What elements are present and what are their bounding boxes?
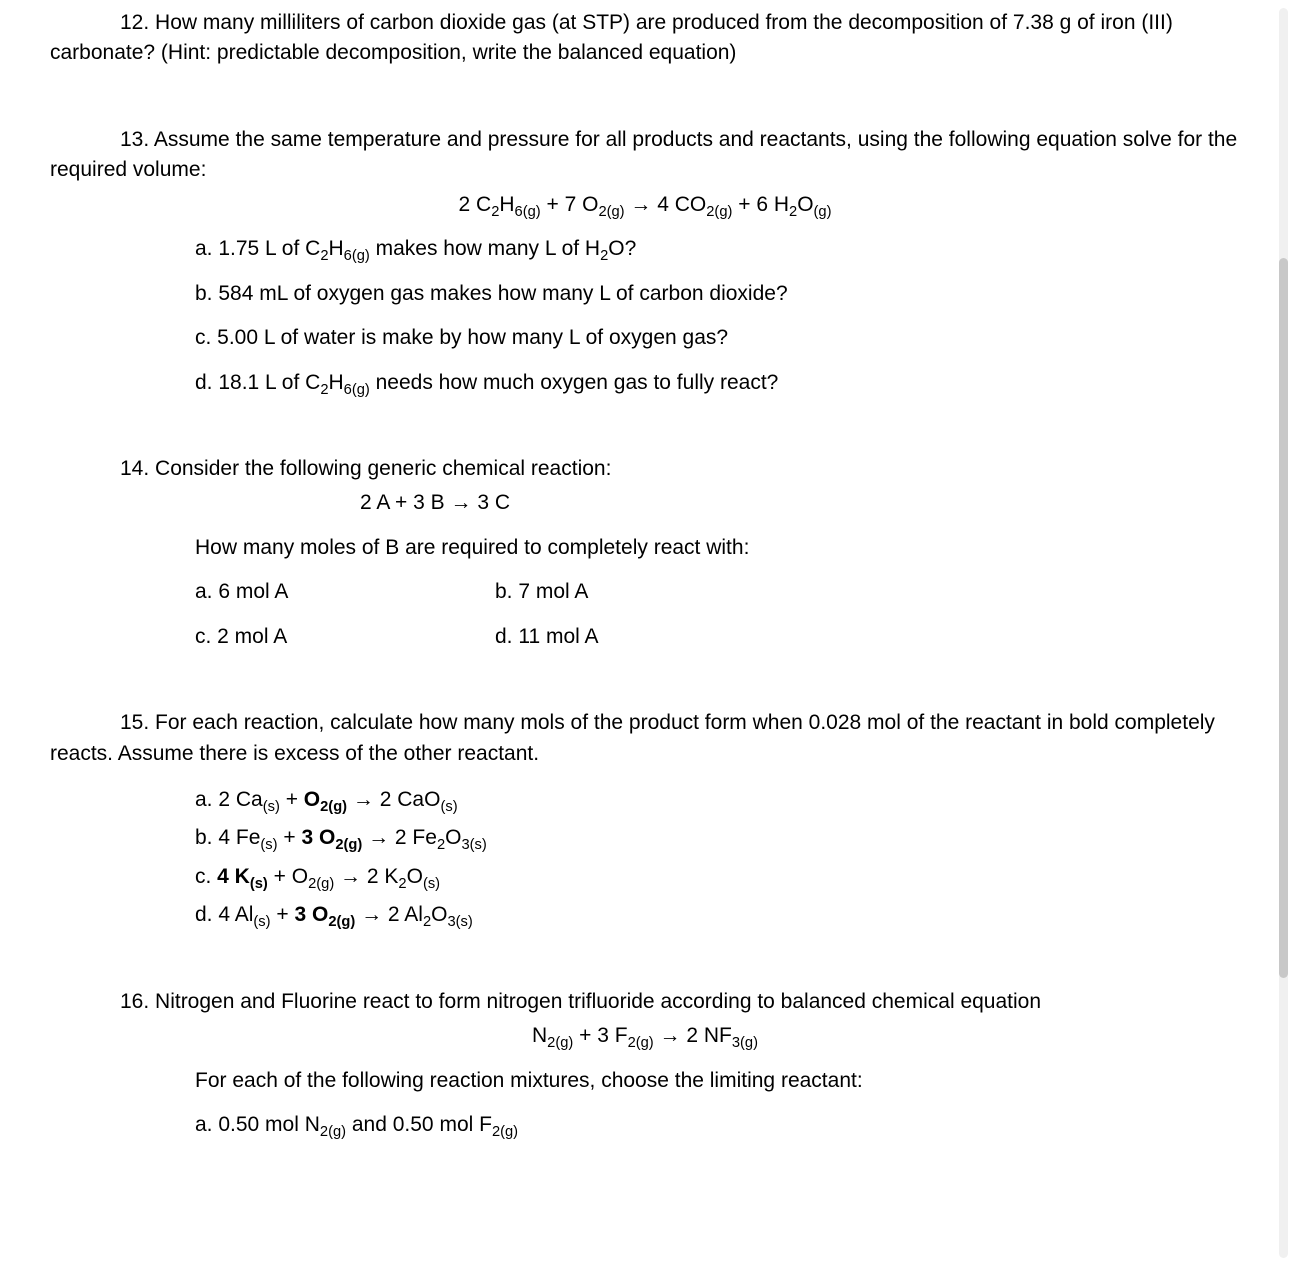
question-13-intro: 13. Assume the same temperature and pres… [50, 125, 1240, 186]
question-16-a: a. 0.50 mol N2(g) and 0.50 mol F2(g) [195, 1110, 1240, 1140]
question-16-intro: 16. Nitrogen and Fluorine react to form … [50, 987, 1240, 1017]
question-14-d: d. 11 mol A [495, 622, 599, 652]
scrollbar-thumb[interactable] [1279, 258, 1288, 978]
question-14-prompt: How many moles of B are required to comp… [195, 533, 1240, 563]
question-14-a: a. 6 mol A [195, 577, 495, 607]
question-14-intro: 14. Consider the following generic chemi… [50, 454, 1240, 484]
question-13-c: c. 5.00 L of water is make by how many L… [195, 323, 1240, 353]
question-15-c: c. 4 K(s) + O2(g) → 2 K2O(s) [195, 862, 1240, 892]
question-13-d: d. 18.1 L of C2H6(g) needs how much oxyg… [195, 368, 1240, 398]
question-15-intro: 15. For each reaction, calculate how man… [50, 708, 1240, 769]
question-13-equation: 2 C2H6(g) + 7 O2(g) → 4 CO2(g) + 6 H2O(g… [50, 190, 1240, 220]
question-14-equation: 2 A + 3 B → 3 C [360, 488, 1240, 518]
question-14-row2: c. 2 mol A d. 11 mol A [195, 622, 1240, 652]
question-13-b: b. 584 mL of oxygen gas makes how many L… [195, 279, 1240, 309]
question-14-row1: a. 6 mol A b. 7 mol A [195, 577, 1240, 607]
question-16-equation: N2(g) + 3 F2(g) → 2 NF3(g) [50, 1021, 1240, 1051]
question-16-prompt: For each of the following reaction mixtu… [195, 1066, 1240, 1096]
question-15-d: d. 4 Al(s) + 3 O2(g) → 2 Al2O3(s) [195, 900, 1240, 930]
question-12: 12. How many milliliters of carbon dioxi… [50, 8, 1240, 69]
question-14-c: c. 2 mol A [195, 622, 495, 652]
question-13-a: a. 1.75 L of C2H6(g) makes how many L of… [195, 234, 1240, 264]
question-15-b: b. 4 Fe(s) + 3 O2(g) → 2 Fe2O3(s) [195, 823, 1240, 853]
scrollbar-track[interactable] [1279, 8, 1288, 1258]
question-14-b: b. 7 mol A [495, 577, 588, 607]
question-15-a: a. 2 Ca(s) + O2(g) → 2 CaO(s) [195, 785, 1240, 815]
